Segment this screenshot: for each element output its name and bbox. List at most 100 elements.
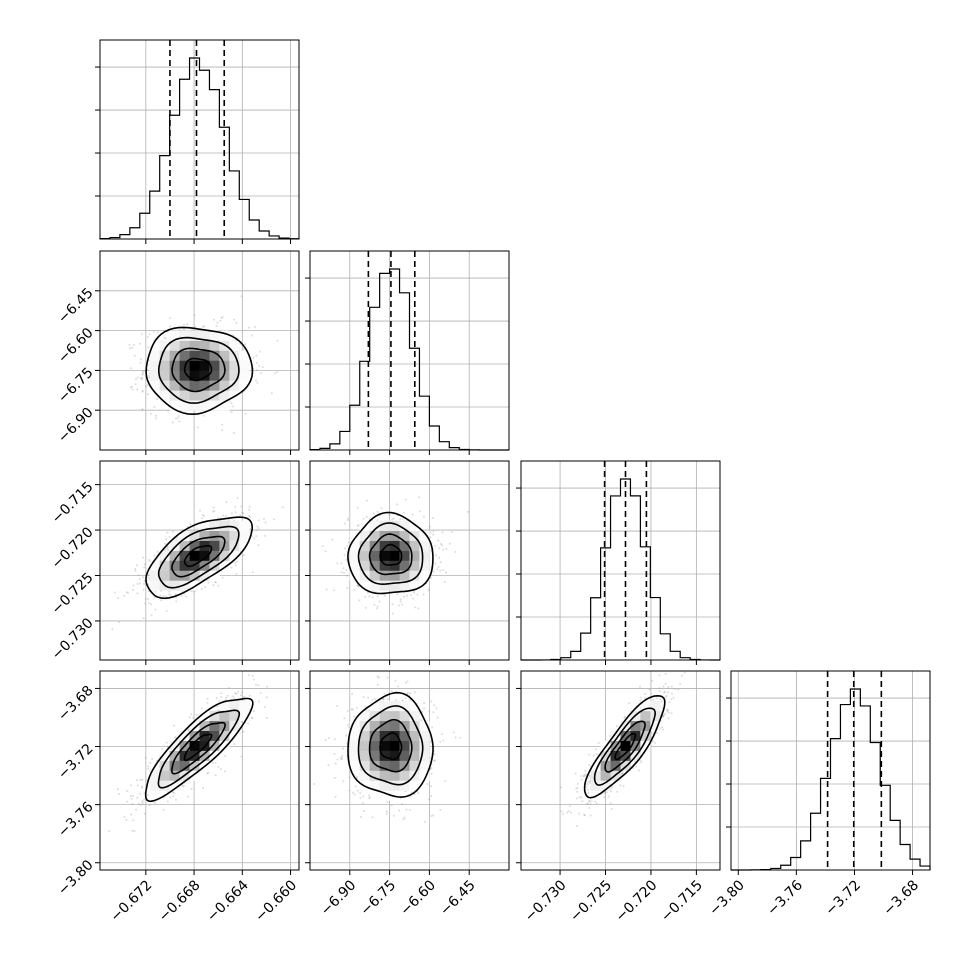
sample-point [233, 319, 235, 321]
sample-point [232, 405, 234, 407]
sample-point [358, 599, 360, 601]
density-cell [400, 771, 410, 781]
sample-point [373, 512, 375, 514]
sample-point [397, 685, 399, 687]
sample-point [148, 333, 150, 335]
sample-point [252, 357, 254, 359]
density-cell [150, 380, 160, 390]
sample-point [145, 779, 147, 781]
sample-point [360, 797, 362, 799]
sample-point [347, 545, 349, 547]
sample-point [143, 617, 145, 619]
sample-point [262, 366, 264, 368]
sample-point [441, 733, 443, 735]
sample-point [442, 569, 444, 571]
sample-point [326, 589, 328, 591]
sample-point [417, 792, 419, 794]
sample-point [429, 757, 431, 759]
sample-point [235, 564, 237, 566]
sample-point [136, 592, 138, 594]
sample-point [451, 531, 453, 533]
sample-point [384, 595, 386, 597]
sample-point [454, 551, 456, 553]
sample-point [149, 804, 151, 806]
sample-point [161, 748, 163, 750]
sample-point [409, 809, 411, 811]
sample-point [437, 717, 439, 719]
sample-point [257, 544, 259, 546]
sample-point [255, 535, 257, 537]
sample-point [439, 741, 441, 743]
sample-point [136, 389, 138, 391]
density-cell [370, 741, 380, 751]
sample-point [118, 621, 120, 623]
sample-point [256, 526, 258, 528]
sample-point [145, 598, 147, 600]
sample-point [428, 798, 430, 800]
sample-point [151, 758, 153, 760]
sample-point [123, 595, 125, 597]
sample-point [467, 511, 469, 513]
sample-point [132, 585, 134, 587]
sample-point [264, 706, 266, 708]
sample-point [435, 563, 437, 565]
sample-point [142, 557, 144, 559]
sample-point [147, 336, 149, 338]
sample-point [423, 593, 425, 595]
sample-point [247, 722, 249, 724]
sample-point [258, 519, 260, 521]
sample-point [265, 522, 267, 524]
sample-point [255, 684, 257, 686]
sample-point [215, 581, 217, 583]
sample-point [144, 563, 146, 565]
sample-point [256, 362, 258, 364]
sample-point [364, 596, 366, 598]
sample-point [403, 596, 405, 598]
sample-point [173, 725, 175, 727]
sample-point [335, 796, 337, 798]
sample-point [154, 555, 156, 557]
sample-point [231, 567, 233, 569]
sample-point [192, 717, 194, 719]
sample-point [327, 764, 329, 766]
sample-point [340, 562, 342, 564]
sample-point [166, 610, 168, 612]
sample-point [220, 696, 222, 698]
sample-point [347, 517, 349, 519]
sample-point [393, 517, 395, 519]
sample-point [196, 714, 198, 716]
density-cell [390, 780, 400, 790]
sample-point [142, 374, 144, 376]
sample-point [231, 695, 233, 697]
sample-point [435, 554, 437, 556]
density-cell [239, 521, 249, 531]
sample-point [355, 785, 357, 787]
sample-point [387, 677, 389, 679]
sample-point [136, 564, 138, 566]
sample-point [177, 417, 179, 419]
sample-point [249, 506, 251, 508]
sample-point [207, 702, 209, 704]
sample-point [274, 372, 276, 374]
sample-point [364, 705, 366, 707]
sample-point [135, 570, 137, 572]
sample-point [405, 499, 407, 501]
density-cell [370, 721, 380, 731]
sample-point [253, 537, 255, 539]
sample-point [220, 692, 222, 694]
sample-point [414, 691, 416, 693]
sample-point [226, 501, 228, 503]
sample-point [193, 314, 195, 316]
sample-point [363, 696, 365, 698]
sample-point [147, 768, 149, 770]
sample-point [165, 538, 167, 540]
sample-point [143, 583, 145, 585]
sample-point [197, 426, 199, 428]
sample-point [130, 795, 132, 797]
sample-point [196, 527, 198, 529]
sample-point [140, 358, 142, 360]
sample-point [376, 607, 378, 609]
sample-point [178, 420, 180, 422]
panel-frame [310, 251, 509, 450]
sample-point [342, 748, 344, 750]
